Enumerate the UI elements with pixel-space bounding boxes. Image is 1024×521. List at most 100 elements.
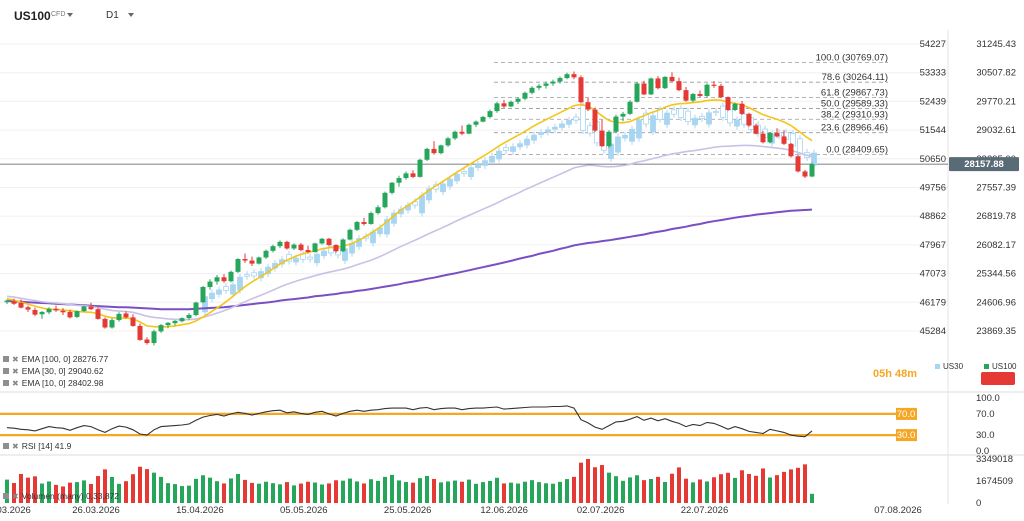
candle-up bbox=[634, 83, 640, 102]
legend-ema-30[interactable]: ✖ EMA [30, 0] 29040.62 bbox=[3, 366, 103, 376]
rsi-line bbox=[6, 405, 813, 438]
timeframe-selector[interactable]: D1 bbox=[106, 10, 119, 21]
ema-10-toggle-icon[interactable] bbox=[3, 380, 9, 386]
fibonacci-retracement[interactable]: 100.0 (30769.07) 78.6 (30264.11) 61.8 (298… bbox=[494, 53, 888, 156]
fib-level-label: 0.0 (28409.65) bbox=[826, 144, 888, 155]
rsi-level-badge bbox=[896, 429, 917, 442]
compare-us100[interactable]: US100 bbox=[984, 362, 1016, 371]
volume-bar bbox=[740, 470, 744, 503]
legend-volume[interactable]: ✖ Volumen (many) 0,33,872 bbox=[3, 491, 119, 501]
candle-down bbox=[774, 132, 780, 137]
time-axis: 10.03.2026 26.03.2026 15.04.2026 05.05.2026… bbox=[0, 505, 922, 516]
us30-candle bbox=[356, 238, 362, 247]
candle-down bbox=[25, 307, 31, 310]
volume-bar bbox=[236, 473, 240, 503]
left-tick-label: 47073 bbox=[920, 269, 946, 280]
candle-down bbox=[585, 102, 591, 110]
volume-bar bbox=[572, 476, 576, 503]
us30-candle bbox=[426, 188, 432, 201]
volume-bar bbox=[250, 482, 254, 503]
ema-10-remove-icon[interactable]: ✖ bbox=[12, 378, 19, 388]
volume-remove-icon[interactable]: ✖ bbox=[12, 491, 19, 501]
candle-up bbox=[550, 81, 556, 84]
volume-bar bbox=[719, 474, 723, 503]
volume-bar bbox=[551, 483, 555, 503]
legend-ema-100[interactable]: ✖ EMA [100, 0] 28276.77 bbox=[3, 354, 108, 364]
us30-candle bbox=[209, 292, 215, 300]
volume-bar bbox=[285, 482, 289, 503]
ema-100-toggle-icon[interactable] bbox=[3, 356, 9, 362]
right-tick-label: 29770.21 bbox=[976, 96, 1016, 107]
us30-candle bbox=[216, 289, 222, 295]
volume-bar bbox=[691, 482, 695, 503]
chart-toolbar: US100 CFD D1 bbox=[0, 0, 1024, 30]
volume-bar bbox=[614, 476, 618, 503]
volume-bar bbox=[523, 481, 527, 503]
candle-down bbox=[795, 156, 801, 172]
sell-price-badge[interactable] bbox=[981, 372, 1015, 385]
left-tick-label: 50650 bbox=[920, 154, 946, 165]
candle-up bbox=[508, 101, 514, 107]
volume-bar bbox=[180, 486, 184, 503]
us30-candle bbox=[664, 112, 670, 125]
candle-down bbox=[67, 311, 73, 318]
candle-up bbox=[424, 148, 430, 160]
volume-toggle-icon[interactable] bbox=[3, 493, 9, 499]
candle-up bbox=[403, 173, 409, 179]
volume-bar bbox=[761, 468, 765, 503]
candle-up bbox=[466, 124, 472, 134]
volume-bar bbox=[61, 486, 65, 503]
candle-down bbox=[137, 325, 143, 340]
candle-up bbox=[809, 164, 815, 177]
candle-up bbox=[4, 300, 10, 303]
us30-candle bbox=[489, 155, 495, 163]
volume-axis-label: 1674509 bbox=[976, 476, 1013, 487]
candle-countdown: 05h 48m bbox=[873, 368, 918, 380]
ema-30-toggle-icon[interactable] bbox=[3, 368, 9, 374]
legend-ema-10[interactable]: ✖ EMA [10, 0] 28402.98 bbox=[3, 378, 103, 388]
legend-rsi[interactable]: ✖ RSI [14] 41.9 bbox=[3, 441, 71, 451]
candle-down bbox=[760, 133, 766, 143]
candle-up bbox=[368, 213, 374, 224]
volume-bar bbox=[397, 480, 401, 503]
symbol-name[interactable]: US100 bbox=[14, 9, 51, 23]
ema-100-remove-icon[interactable]: ✖ bbox=[12, 354, 19, 364]
symbol-chevron-down-icon[interactable] bbox=[67, 13, 73, 17]
candle-up bbox=[445, 138, 451, 146]
volume-bar bbox=[803, 464, 807, 503]
volume-bar bbox=[131, 474, 135, 503]
volume-bar bbox=[19, 473, 23, 503]
us30-candle bbox=[321, 250, 327, 257]
candle-up bbox=[214, 277, 220, 282]
volume-bar bbox=[481, 482, 485, 503]
ema-100-label: EMA [100, 0] 28276.77 bbox=[21, 354, 109, 364]
candle-up bbox=[256, 257, 262, 264]
fib-level-label: 38.2 (29310.93) bbox=[821, 109, 888, 120]
candle-down bbox=[32, 309, 38, 315]
timeframe-chevron-down-icon[interactable] bbox=[128, 13, 134, 17]
rsi-toggle-icon[interactable] bbox=[3, 443, 9, 449]
candle-up bbox=[382, 192, 388, 208]
candle-up bbox=[46, 308, 52, 313]
volume-bar bbox=[789, 469, 793, 503]
rsi-remove-icon[interactable]: ✖ bbox=[12, 441, 19, 451]
us30-overlay-candles bbox=[202, 102, 817, 316]
candle-down bbox=[298, 244, 304, 251]
ema-30-remove-icon[interactable]: ✖ bbox=[12, 366, 19, 376]
compare-us30[interactable]: US30 bbox=[935, 362, 963, 371]
us30-candle bbox=[251, 272, 257, 277]
time-axis-label: 25.05.2026 bbox=[384, 505, 432, 516]
candle-down bbox=[599, 130, 605, 147]
volume-bar bbox=[649, 478, 653, 503]
us30-candle bbox=[797, 138, 803, 155]
candle-down bbox=[802, 171, 808, 177]
volume-bar bbox=[320, 484, 324, 503]
right-tick-label: 29032.61 bbox=[976, 125, 1016, 136]
candles[interactable] bbox=[4, 71, 815, 346]
left-price-axis: 54227 53333 52439 51544 50650 49756 48862 47967… bbox=[920, 39, 946, 337]
volume-bar bbox=[159, 476, 163, 503]
us30-candle bbox=[244, 274, 250, 277]
candle-down bbox=[410, 173, 416, 177]
volume-bar bbox=[110, 476, 114, 503]
